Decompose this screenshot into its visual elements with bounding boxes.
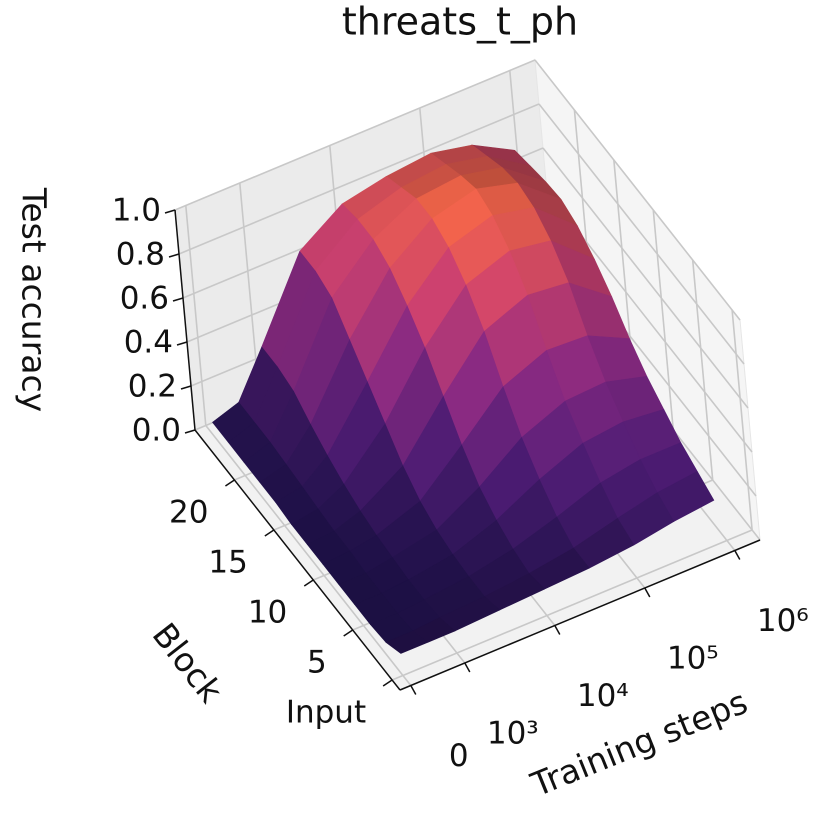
y-tick-label: Input — [286, 695, 366, 731]
y-tick — [343, 629, 354, 637]
grid-line — [542, 147, 749, 409]
x-tick-label: 10³ — [487, 716, 539, 752]
grid-line — [391, 529, 753, 681]
y-tick — [303, 579, 314, 587]
x-axis-line — [399, 539, 761, 691]
z-tick — [184, 429, 196, 434]
x-tick — [554, 625, 561, 635]
x-tick-label: 10⁶ — [757, 603, 809, 639]
surface-face — [385, 630, 429, 654]
z-tick — [164, 209, 176, 214]
grid-line — [731, 309, 753, 531]
z-tick-label: 0.6 — [120, 281, 169, 317]
grid-line — [178, 103, 540, 255]
x-tick — [734, 550, 741, 560]
z-tick — [180, 385, 192, 390]
x-axis-title: Training steps — [525, 682, 753, 804]
surface — [212, 144, 715, 654]
grid-line — [534, 59, 741, 321]
y-tick-label: 20 — [169, 495, 208, 531]
z-tick — [176, 341, 188, 346]
x-tick — [644, 587, 651, 598]
x-tick — [410, 685, 417, 695]
grid-line — [538, 103, 745, 365]
grid-line — [185, 205, 207, 426]
grid-line — [652, 209, 675, 431]
grid-line — [174, 59, 536, 211]
y-axis-title: Block — [145, 616, 231, 711]
z-tick-label: 0.4 — [124, 325, 173, 361]
z-tick — [168, 253, 180, 258]
z-tick-label: 1.0 — [112, 193, 161, 229]
y-tick-label: 10 — [248, 595, 287, 631]
x-tick-label: 0 — [449, 738, 469, 774]
z-axis-line — [174, 209, 196, 431]
z-tick-label: 0.2 — [128, 369, 177, 405]
y-tick-label: 15 — [208, 545, 247, 581]
chart-title: threats_t_ph — [342, 0, 578, 44]
y-axis-line — [194, 429, 401, 691]
y-tick — [264, 529, 275, 537]
y-tick — [225, 479, 235, 487]
z-tick — [172, 297, 184, 302]
x-tick — [464, 662, 471, 673]
z-tick-label: 0.8 — [116, 237, 165, 273]
grid-line — [205, 425, 412, 686]
y-tick-label: 5 — [307, 645, 327, 681]
z-axis-title: Test accuracy — [15, 187, 54, 412]
y-tick — [382, 679, 393, 687]
x-tick-label: 10⁵ — [667, 641, 719, 677]
z-tick-label: 0.0 — [132, 413, 181, 449]
grid-line — [691, 259, 714, 481]
x-tick-label: 10⁴ — [577, 678, 629, 714]
